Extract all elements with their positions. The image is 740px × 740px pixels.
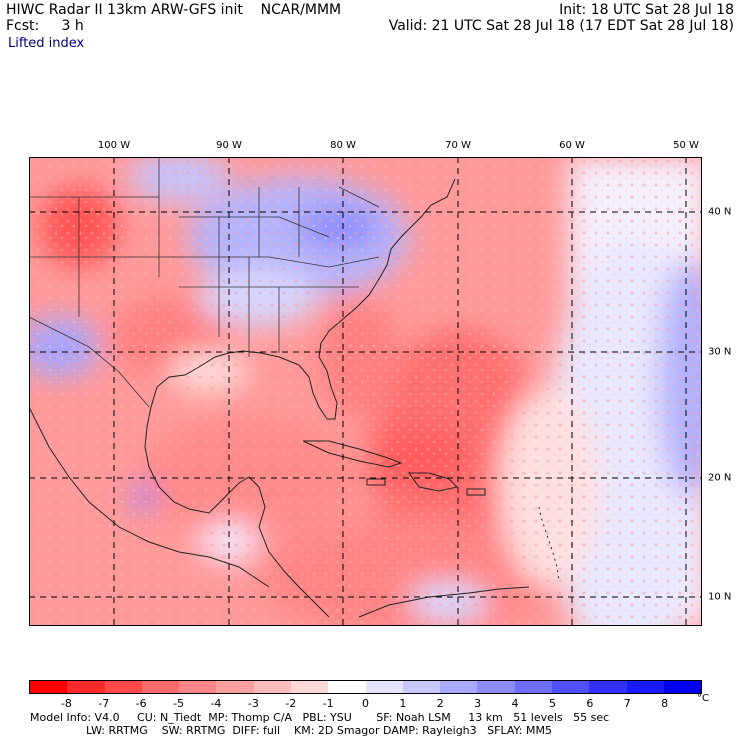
lat-label-40n: 40 N [708, 206, 732, 218]
coastlines [29, 178, 560, 618]
valid-time: Valid: 21 UTC Sat 28 Jul 18 (17 EDT Sat … [388, 18, 734, 34]
shaded-field [29, 157, 702, 626]
colorbar-tick-label: -4 [210, 697, 222, 710]
colorbar-tick-label: -1 [322, 697, 334, 710]
lon-label-70w: 70 W [445, 140, 471, 151]
colorbar-cell [328, 681, 366, 693]
colorbar-tick-label: 8 [661, 697, 669, 710]
colorbar-tick-label: 5 [548, 697, 556, 710]
lifted-index-map [29, 157, 702, 626]
colorbar-cell [626, 681, 664, 693]
colorbar-tick-label: 6 [586, 697, 594, 710]
colorbar-unit: °C [697, 693, 709, 704]
grid-lines [29, 157, 702, 626]
colorbar-cell [179, 681, 217, 693]
colorbar-cell [104, 681, 142, 693]
lon-label-80w: 80 W [330, 140, 356, 151]
colorbar-tick-label: 2 [436, 697, 444, 710]
map-frame [29, 157, 702, 626]
lon-label-60w: 60 W [559, 140, 585, 151]
lat-label-30n: 30 N [708, 346, 732, 358]
colorbar-cell [216, 681, 254, 693]
model-info-line2: LW: RRTMG SW: RRTMG DIFF: full KM: 2D Sm… [30, 724, 552, 737]
colorbar [29, 680, 702, 694]
colorbar-cell [663, 681, 702, 693]
lat-label-10n: 10 N [708, 591, 732, 603]
colorbar-tick-label: 4 [511, 697, 519, 710]
colorbar-cell [440, 681, 478, 693]
colorbar-tick-label: -8 [60, 697, 72, 710]
init-time: Init: 18 UTC Sat 28 Jul 18 [559, 2, 734, 18]
colorbar-tick-label: -7 [98, 697, 110, 710]
colorbar-cell [365, 681, 403, 693]
lon-label-90w: 90 W [216, 140, 242, 151]
colorbar-tick-label: 7 [623, 697, 631, 710]
colorbar-cell [253, 681, 291, 693]
forecast-hour: Fcst: 3 h [6, 18, 84, 34]
model-title: HIWC Radar II 13km ARW-GFS init NCAR/MMM [6, 2, 342, 18]
political-borders [29, 157, 380, 408]
model-info-line1: Model Info: V4.0 CU: N_Tiedt MP: Thomp C… [30, 711, 610, 724]
colorbar-cell [477, 681, 515, 693]
colorbar-cell [551, 681, 590, 693]
colorbar-tick-label: -5 [173, 697, 185, 710]
colorbar-tick-label: 1 [399, 697, 407, 710]
colorbar-tick-label: -2 [285, 697, 297, 710]
colorbar-tick-label: -3 [247, 697, 259, 710]
colorbar-tick-label: 3 [474, 697, 482, 710]
lat-label-20n: 20 N [708, 472, 732, 484]
field-name: Lifted index [8, 36, 85, 51]
lon-label-50w: 50 W [673, 140, 699, 151]
colorbar-cell [589, 681, 627, 693]
lon-label-100w: 100 W [97, 140, 131, 151]
colorbar-cell [141, 681, 180, 693]
colorbar-cell [514, 681, 552, 693]
colorbar-cell [402, 681, 441, 693]
colorbar-cell [290, 681, 329, 693]
colorbar-cell [30, 681, 68, 693]
colorbar-cell [67, 681, 105, 693]
colorbar-tick-label: -6 [135, 697, 147, 710]
colorbar-tick-label: 0 [362, 697, 369, 710]
